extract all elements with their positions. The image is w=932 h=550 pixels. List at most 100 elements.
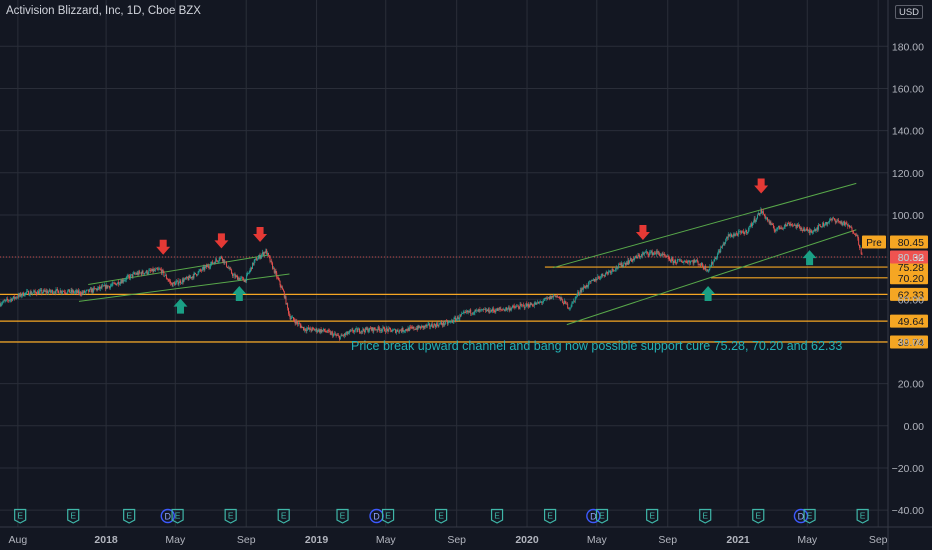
dividend-badge-icon bbox=[160, 508, 175, 524]
support-label-bg bbox=[890, 260, 928, 274]
candle-body bbox=[4, 300, 6, 302]
candle-body bbox=[276, 272, 278, 278]
candle-body bbox=[308, 327, 310, 330]
candle-body bbox=[90, 288, 92, 293]
candle-body bbox=[29, 291, 31, 296]
candle-body bbox=[129, 276, 131, 279]
candle-body bbox=[607, 272, 609, 274]
candle-body bbox=[675, 260, 677, 263]
candle-body bbox=[606, 272, 608, 273]
candle-body bbox=[672, 259, 674, 264]
candle-body bbox=[493, 310, 495, 312]
candle-body bbox=[656, 251, 658, 253]
candle-body bbox=[379, 329, 381, 331]
candle-body bbox=[226, 266, 228, 268]
candle-body bbox=[670, 260, 672, 262]
candle-body bbox=[497, 308, 498, 311]
candle-body bbox=[52, 290, 54, 294]
candle-body bbox=[205, 265, 207, 267]
candle-body bbox=[362, 328, 364, 332]
candle-body bbox=[628, 260, 630, 264]
candle-body bbox=[602, 273, 604, 276]
candle-body bbox=[715, 258, 717, 259]
candle-body bbox=[124, 279, 126, 281]
down-arrow-icon bbox=[156, 239, 171, 255]
candle-body bbox=[115, 283, 117, 286]
candle-body bbox=[639, 255, 641, 258]
earnings-badge-label: E bbox=[175, 511, 181, 521]
candle-body bbox=[346, 331, 348, 334]
candle-body bbox=[538, 301, 540, 304]
candle-body bbox=[533, 303, 535, 306]
candle-body bbox=[543, 300, 544, 302]
candle-body bbox=[415, 328, 417, 330]
candle-body bbox=[781, 227, 783, 229]
trend-channels[interactable] bbox=[78, 182, 857, 326]
candle-body bbox=[479, 309, 481, 311]
candle-body bbox=[526, 303, 528, 306]
candle-body bbox=[81, 292, 83, 295]
candle-body bbox=[721, 247, 723, 249]
candle-body bbox=[330, 332, 332, 335]
candle-body bbox=[802, 229, 804, 232]
candle-body bbox=[33, 290, 35, 292]
candle-body bbox=[665, 255, 666, 257]
candle-body bbox=[107, 285, 109, 288]
candle-body bbox=[555, 295, 557, 297]
candle-body bbox=[738, 231, 740, 233]
candle-body bbox=[699, 264, 701, 266]
candle-body bbox=[328, 330, 330, 332]
candle-body bbox=[343, 335, 345, 337]
candle-body bbox=[446, 321, 448, 324]
candle-body bbox=[827, 222, 829, 225]
candle-body bbox=[704, 265, 706, 269]
signal-arrows[interactable] bbox=[156, 178, 817, 314]
dividend-badge-label: D bbox=[798, 512, 805, 522]
candle-body bbox=[553, 295, 554, 298]
candle-body bbox=[60, 290, 62, 293]
candle-body bbox=[737, 231, 739, 236]
earnings-badge-icon bbox=[224, 508, 237, 524]
up-arrow-icon bbox=[802, 250, 817, 266]
candle-body bbox=[165, 275, 167, 279]
candle-body bbox=[427, 323, 429, 325]
candle-body bbox=[800, 227, 802, 229]
candle-body bbox=[70, 289, 72, 293]
candle-body bbox=[580, 289, 582, 292]
candle-body bbox=[674, 260, 676, 262]
candle-body bbox=[46, 291, 48, 293]
candle-body bbox=[450, 321, 452, 322]
candle-body bbox=[728, 234, 730, 237]
earnings-badge-label: E bbox=[340, 511, 346, 521]
currency-button[interactable]: USD bbox=[895, 5, 923, 19]
candle-body bbox=[529, 303, 531, 308]
candle-body bbox=[767, 217, 768, 221]
candle-body bbox=[537, 301, 539, 303]
candle-body bbox=[642, 253, 644, 254]
candle-body bbox=[191, 277, 192, 279]
candle-body bbox=[252, 262, 253, 269]
candle-body bbox=[67, 290, 69, 293]
candle-body bbox=[532, 305, 534, 307]
candle-body bbox=[658, 251, 660, 254]
candle-body bbox=[345, 333, 347, 335]
candle-body bbox=[548, 297, 549, 299]
candle-body bbox=[466, 310, 467, 313]
candle-body bbox=[372, 327, 374, 332]
candle-body bbox=[578, 292, 580, 294]
candle-body bbox=[459, 315, 461, 319]
support-label: 75.28 bbox=[898, 262, 924, 274]
candle-body bbox=[308, 327, 309, 330]
candle-body bbox=[507, 307, 509, 309]
candle-body bbox=[0, 304, 2, 306]
candle-body bbox=[847, 225, 849, 227]
candle-body bbox=[474, 309, 476, 313]
candle-body bbox=[109, 285, 111, 288]
candle-body bbox=[466, 310, 468, 313]
candle-body bbox=[69, 292, 71, 293]
candle-body bbox=[9, 299, 11, 301]
last-price-label: 80.32 bbox=[898, 252, 924, 264]
